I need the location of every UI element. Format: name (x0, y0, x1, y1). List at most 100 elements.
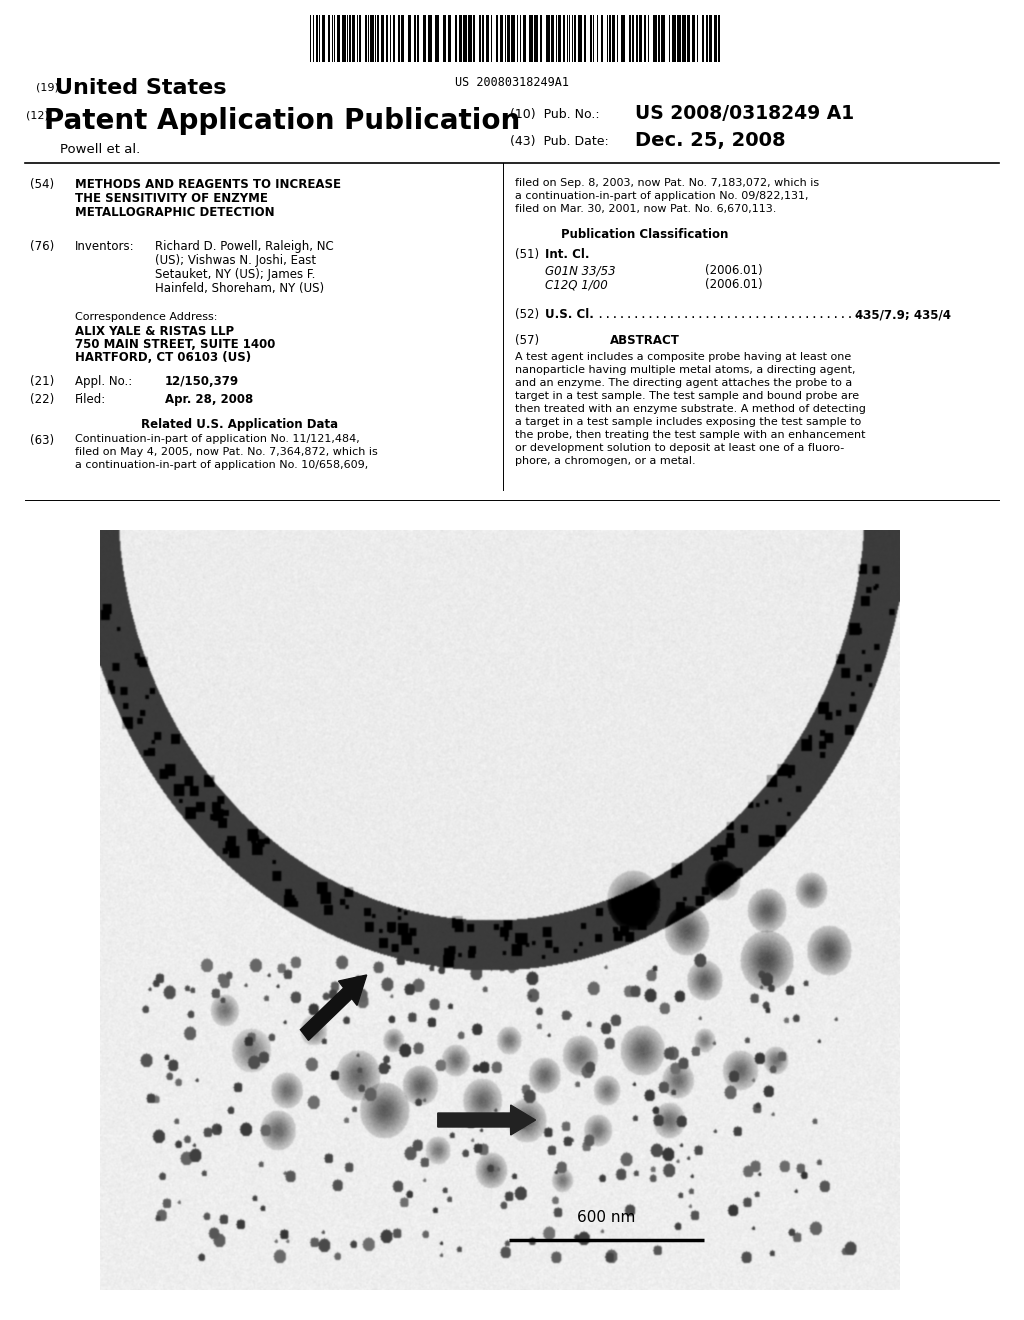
Text: METALLOGRAPHIC DETECTION: METALLOGRAPHIC DETECTION (75, 206, 274, 219)
Bar (443, 15, 446, 62)
Bar (322, 15, 325, 62)
Bar (672, 15, 676, 62)
Text: (19): (19) (36, 82, 58, 92)
Text: a continuation-in-part of application No. 10/658,609,: a continuation-in-part of application No… (75, 459, 369, 470)
Bar (621, 15, 625, 62)
Text: then treated with an enzyme substrate. A method of detecting: then treated with an enzyme substrate. A… (515, 404, 866, 414)
Bar (540, 15, 542, 62)
Text: U.S. Cl.: U.S. Cl. (545, 308, 594, 321)
Bar (423, 15, 426, 62)
Text: target in a test sample. The test sample and bound probe are: target in a test sample. The test sample… (515, 391, 859, 401)
Bar (714, 15, 717, 62)
Bar (590, 15, 592, 62)
Bar (500, 15, 503, 62)
Text: Continuation-in-part of application No. 11/121,484,: Continuation-in-part of application No. … (75, 434, 359, 444)
Bar (435, 15, 439, 62)
Bar (482, 15, 484, 62)
Text: filed on May 4, 2005, now Pat. No. 7,364,872, which is: filed on May 4, 2005, now Pat. No. 7,364… (75, 447, 378, 457)
Text: filed on Sep. 8, 2003, now Pat. No. 7,183,072, which is: filed on Sep. 8, 2003, now Pat. No. 7,18… (515, 178, 819, 187)
Bar (468, 15, 472, 62)
Text: the probe, then treating the test sample with an enhancement: the probe, then treating the test sample… (515, 430, 865, 440)
Text: Correspondence Address:: Correspondence Address: (75, 312, 217, 322)
Bar (337, 15, 340, 62)
Bar (546, 15, 550, 62)
Text: ABSTRACT: ABSTRACT (610, 334, 680, 347)
Text: (US); Vishwas N. Joshi, East: (US); Vishwas N. Joshi, East (155, 253, 316, 267)
Bar (414, 15, 416, 62)
Bar (393, 15, 395, 62)
Bar (687, 15, 690, 62)
Bar (370, 15, 374, 62)
Bar (658, 15, 660, 62)
Bar (601, 15, 603, 62)
Text: (12): (12) (26, 110, 49, 120)
Text: United States: United States (55, 78, 226, 98)
Text: US 20080318249A1: US 20080318249A1 (455, 77, 569, 88)
Bar (702, 15, 705, 62)
Bar (328, 15, 330, 62)
Bar (558, 15, 561, 62)
Text: (52): (52) (515, 308, 539, 321)
Bar (507, 15, 510, 62)
Bar (386, 15, 388, 62)
Text: Richard D. Powell, Raleigh, NC: Richard D. Powell, Raleigh, NC (155, 240, 334, 253)
Text: (22): (22) (30, 393, 54, 407)
Text: Inventors:: Inventors: (75, 240, 134, 253)
Bar (511, 15, 515, 62)
Bar (529, 15, 534, 62)
Text: METHODS AND REAGENTS TO INCREASE: METHODS AND REAGENTS TO INCREASE (75, 178, 341, 191)
Bar (349, 15, 351, 62)
Text: A test agent includes a composite probe having at least one: A test agent includes a composite probe … (515, 352, 851, 362)
Bar (534, 15, 538, 62)
Text: nanoparticle having multiple metal atoms, a directing agent,: nanoparticle having multiple metal atoms… (515, 366, 855, 375)
Text: C12Q 1/00: C12Q 1/00 (545, 279, 608, 290)
Text: or development solution to deposit at least one of a fluoro-: or development solution to deposit at le… (515, 444, 844, 453)
Text: Hainfeld, Shoreham, NY (US): Hainfeld, Shoreham, NY (US) (155, 282, 325, 294)
Bar (636, 15, 638, 62)
Bar (408, 15, 411, 62)
Text: Apr. 28, 2008: Apr. 28, 2008 (165, 393, 253, 407)
Text: Int. Cl.: Int. Cl. (545, 248, 590, 261)
Bar (342, 15, 346, 62)
Bar (381, 15, 384, 62)
Bar (653, 15, 657, 62)
Text: phore, a chromogen, or a metal.: phore, a chromogen, or a metal. (515, 455, 695, 466)
Bar (463, 15, 467, 62)
Bar (709, 15, 712, 62)
Text: (2006.01): (2006.01) (705, 279, 763, 290)
Text: Setauket, NY (US); James F.: Setauket, NY (US); James F. (155, 268, 315, 281)
Text: ......................................: ...................................... (590, 308, 874, 321)
Bar (417, 15, 419, 62)
Text: a continuation-in-part of application No. 09/822,131,: a continuation-in-part of application No… (515, 191, 809, 201)
Text: Patent Application Publication: Patent Application Publication (44, 107, 520, 135)
Text: Appl. No.:: Appl. No.: (75, 375, 132, 388)
Bar (609, 15, 611, 62)
Bar (629, 15, 631, 62)
Bar (584, 15, 586, 62)
Text: (2006.01): (2006.01) (705, 264, 763, 277)
Text: a target in a test sample includes exposing the test sample to: a target in a test sample includes expos… (515, 417, 861, 426)
Bar (401, 15, 404, 62)
FancyArrow shape (438, 1105, 536, 1135)
Bar (677, 15, 681, 62)
Text: Powell et al.: Powell et al. (60, 143, 140, 156)
Bar (563, 15, 565, 62)
Bar (574, 15, 575, 62)
Bar (377, 15, 379, 62)
Text: (63): (63) (30, 434, 54, 447)
Text: (54): (54) (30, 178, 54, 191)
Bar (479, 15, 481, 62)
Bar (486, 15, 489, 62)
Text: Publication Classification: Publication Classification (561, 228, 729, 242)
Bar (718, 15, 720, 62)
Text: (21): (21) (30, 375, 54, 388)
Text: Dec. 25, 2008: Dec. 25, 2008 (635, 131, 785, 150)
Bar (365, 15, 367, 62)
Text: 750 MAIN STREET, SUITE 1400: 750 MAIN STREET, SUITE 1400 (75, 338, 275, 351)
Text: filed on Mar. 30, 2001, now Pat. No. 6,670,113.: filed on Mar. 30, 2001, now Pat. No. 6,6… (515, 205, 776, 214)
Bar (523, 15, 526, 62)
Bar (551, 15, 554, 62)
Text: (43)  Pub. Date:: (43) Pub. Date: (510, 135, 608, 148)
Text: ALIX YALE & RISTAS LLP: ALIX YALE & RISTAS LLP (75, 325, 234, 338)
Text: 435/7.9; 435/4: 435/7.9; 435/4 (855, 308, 951, 321)
